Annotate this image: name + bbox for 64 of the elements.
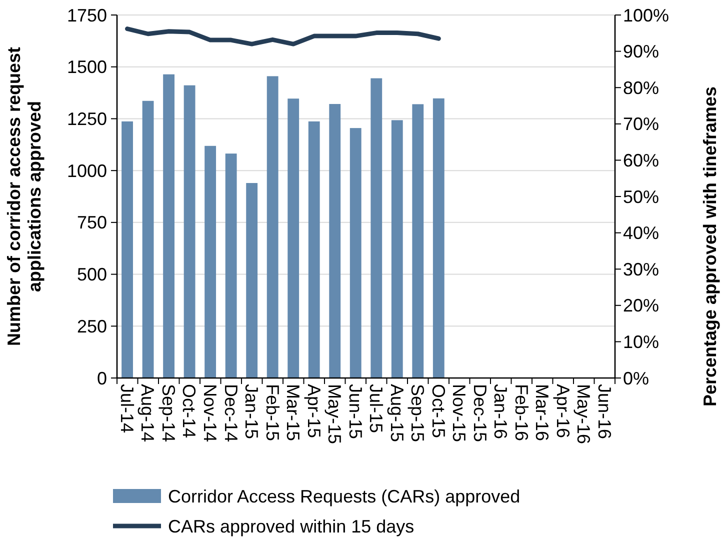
bar — [329, 104, 341, 378]
x-tick-label: Oct-14 — [179, 384, 200, 438]
x-tick-label: Nov-15 — [449, 384, 470, 442]
y-axis-title: Number of corridor access request applications approved — [4, 46, 45, 346]
bar — [122, 121, 133, 378]
y2-tick-label: 60% — [623, 150, 660, 170]
x-tick-label: Jun-15 — [345, 384, 366, 440]
y2-tick-label: 40% — [623, 223, 660, 244]
bar — [412, 104, 424, 378]
bar — [225, 154, 237, 378]
x-tick-label: Sep-14 — [158, 384, 178, 442]
x-tick-label: May-16 — [574, 384, 594, 444]
y2-tick-label: 10% — [623, 332, 660, 352]
y-tick-label: 500 — [76, 264, 107, 285]
y2-tick-label: 70% — [623, 114, 660, 134]
y-tick-label: 1750 — [66, 5, 107, 26]
legend-label: Corridor Access Requests (CARs) approved — [168, 486, 520, 506]
y2-tick-label: 20% — [623, 296, 660, 316]
x-tick-label: Feb-16 — [511, 384, 532, 442]
bar — [163, 74, 174, 378]
y2-tick-label: 30% — [623, 259, 660, 280]
x-tick-label: Dec-15 — [470, 384, 490, 442]
x-tick-label: Jun-16 — [594, 384, 614, 440]
y2-tick-label: 50% — [623, 186, 660, 207]
x-tick-label: Oct-15 — [428, 384, 448, 438]
y-tick-label: 1000 — [66, 160, 107, 181]
x-tick-label: Aug-15 — [386, 384, 407, 442]
x-tick-label: May-15 — [324, 384, 345, 444]
x-tick-label: Feb-15 — [262, 384, 282, 442]
bar — [246, 183, 258, 378]
bar — [288, 98, 300, 378]
bar — [308, 121, 320, 378]
x-tick-label: Mar-15 — [283, 384, 304, 442]
bar — [391, 120, 403, 378]
x-tick-label: Jul-15 — [366, 384, 386, 434]
x-tick-label: Jan-16 — [490, 384, 511, 440]
y-tick-label: 0 — [96, 368, 107, 388]
x-tick-label: Jan-15 — [242, 384, 262, 440]
bar — [184, 85, 196, 378]
bar — [432, 98, 444, 378]
x-tick-label: Nov-14 — [200, 384, 220, 442]
y2-tick-label: 100% — [623, 5, 670, 26]
y-tick-label: 1500 — [66, 57, 107, 78]
y2-tick-label: 90% — [623, 42, 660, 62]
bar — [370, 78, 382, 378]
bar — [350, 128, 362, 378]
x-tick-label: Apr-16 — [552, 384, 573, 438]
x-tick-label: Apr-15 — [304, 384, 324, 438]
y2-tick-label: 80% — [623, 78, 660, 98]
x-tick-label: Dec-14 — [220, 384, 241, 442]
line-series — [125, 26, 441, 46]
x-tick-label: Sep-15 — [408, 384, 428, 442]
x-tick-label: Jul-14 — [116, 384, 137, 434]
y-tick-label: 750 — [76, 212, 107, 233]
bar — [142, 100, 154, 378]
y-tick-label: 250 — [76, 316, 107, 336]
bar — [204, 146, 216, 378]
y2-tick-label: 0% — [623, 368, 650, 388]
x-tick-label: Mar-16 — [532, 384, 552, 442]
y2-axis-title: Percentage approved with tineframes — [700, 86, 720, 407]
bar — [266, 76, 278, 378]
y-tick-label: 1250 — [66, 109, 107, 130]
legend-label: CARs approved within 15 days — [168, 516, 414, 536]
x-tick-label: Aug-14 — [138, 384, 158, 442]
